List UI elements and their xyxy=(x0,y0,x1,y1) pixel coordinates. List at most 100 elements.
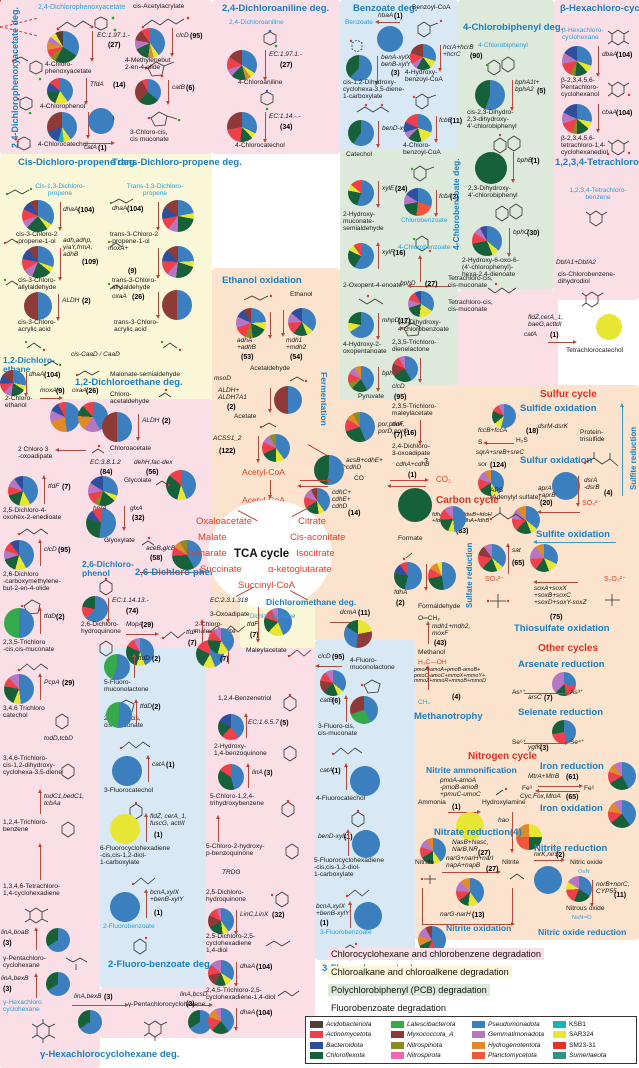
compound-catechol: Catechol xyxy=(346,151,373,158)
pie-chart xyxy=(82,596,108,622)
enzyme-count: (5) xyxy=(280,720,289,727)
compound-tcb-1: 1,2,3,4-Tetrachloro- benzene xyxy=(569,187,627,201)
enzyme-label: ygfK xyxy=(528,744,542,751)
compound-trichlorobenzene: 1,2,4-Trichloro- benzene xyxy=(3,819,48,833)
pie-chart xyxy=(350,696,378,724)
tca-node-succinate: Succinate xyxy=(200,564,242,575)
compound-trichloro-dihydroxy: 3,4,6-Trichloro- cis-1,2-dihydroxy- cycl… xyxy=(3,755,63,776)
legend-swatch xyxy=(310,1051,323,1059)
molecule-chbq xyxy=(285,843,299,860)
molecule-ghch xyxy=(31,1019,56,1043)
legend-taxon-item: Pseudomonadota xyxy=(472,1020,551,1029)
pie-chart xyxy=(126,638,154,666)
molecule-dihydroxy-cyclohexa xyxy=(356,103,390,113)
molecule-sulfate xyxy=(486,594,510,608)
compound-pentachlorocyclohexane: γ-Pentachloro- cyclohexane xyxy=(3,955,46,969)
compound-formate: Formate xyxy=(398,535,423,542)
pie-chart xyxy=(304,488,330,514)
molecule-bhch-3 xyxy=(606,139,631,156)
arrow xyxy=(83,78,89,105)
enzyme-count: (2) xyxy=(396,600,405,607)
enzyme-label: cbaA xyxy=(602,109,617,116)
arrow xyxy=(233,1008,239,1031)
compound-dce-1: 1,2-Dichloro- ethane xyxy=(3,355,55,374)
compound-fluoro-muconolactone: 5-Fluoro- muconolactone xyxy=(104,679,149,693)
legend-taxon-label: Actinomycetota xyxy=(326,1031,372,1039)
legend-pathway-row: Fluorobenzoate degradation xyxy=(328,1002,449,1014)
enzyme-count: (1) xyxy=(154,910,163,917)
arrow xyxy=(37,673,43,700)
enzyme-count: (27) xyxy=(486,866,499,873)
legend-taxon-label: SM23-31 xyxy=(569,1041,596,1049)
enzyme-count: (26) xyxy=(86,388,99,395)
enzyme-label: dhaA xyxy=(240,963,256,970)
enzyme-label: norB+norC, CYP55 xyxy=(596,881,630,895)
compound-selenite: Se⁴⁺ xyxy=(570,739,585,746)
title-dcm: Dichloromethane deg. xyxy=(266,597,357,607)
enzyme-count: (27) xyxy=(425,281,438,288)
molecule-nitrate xyxy=(420,875,436,884)
molecule-tcb-1 xyxy=(585,210,608,227)
enzyme-count: (7) xyxy=(544,695,553,702)
arrow xyxy=(233,962,239,987)
enzyme-count: (6) xyxy=(332,698,341,705)
enzyme-label: catB xyxy=(172,84,186,91)
legend-swatch xyxy=(553,1041,566,1049)
pie-chart xyxy=(420,838,446,864)
molecule-chloromaleylacetate xyxy=(161,631,186,640)
molecule-dchdd xyxy=(265,940,291,947)
title-tcb: 1,2,3,4-Tetrachloro-benzene deg. xyxy=(555,157,639,168)
molecule-transdcp-3 xyxy=(107,282,123,290)
enzyme-count: (95) xyxy=(58,547,71,554)
arrow xyxy=(425,621,431,644)
enzyme-count: (3) xyxy=(3,940,12,947)
compound-methylenebut: 4-Methylenebut 2-en-4-olide xyxy=(125,57,171,71)
enzyme-count: (29) xyxy=(62,680,75,687)
arrow xyxy=(57,248,63,281)
enzyme-label: moxA+ xyxy=(40,387,61,394)
title-fermentation: Fermentation xyxy=(319,372,329,426)
enzyme-label: bcnA,xylX +benB-xylY xyxy=(150,889,184,903)
arrow xyxy=(126,631,159,637)
molecule-cisdcp-1 xyxy=(5,187,33,196)
arrow xyxy=(262,112,268,143)
pie-chart xyxy=(475,80,505,110)
pie-chart xyxy=(78,1010,102,1034)
enzyme-count: (2) xyxy=(152,656,161,663)
pie-chart xyxy=(22,246,54,278)
title-other: Other cycles xyxy=(538,643,599,654)
arrow xyxy=(297,483,328,489)
compound-hydroxy-muconate-semi: 2-Hydroxy- muconate- semialdehyde xyxy=(343,211,384,232)
arrow xyxy=(433,190,439,217)
pie-chart xyxy=(478,470,504,496)
legend-swatch xyxy=(391,1021,404,1029)
enzyme-count: (27) xyxy=(478,850,491,857)
molecule-glycolate xyxy=(155,480,171,487)
enzyme-label: catA xyxy=(524,331,538,338)
enzyme-label: EC:1.14.-.- xyxy=(269,113,301,120)
enzyme-count: (26) xyxy=(132,294,145,301)
molecule-hydroxylamine xyxy=(495,787,508,796)
title-dca: 2,4-Dichloroaniline deg. xyxy=(222,3,330,14)
enzyme-count: (1) xyxy=(394,13,403,20)
title-chlorobiphenyl: 4-Chlorobiphenyl deg. xyxy=(463,22,564,33)
compound-tetrachloro-muconate: Tetrachloro-cis, cis-muconate xyxy=(448,275,493,289)
compound-trichloro-muconate: 2,3,5-Trichloro -cis,cis-muconate xyxy=(3,639,55,653)
enzyme-label: linA xyxy=(252,769,263,776)
tca-node-citrate: Citrate xyxy=(298,516,326,527)
enzyme-count: (34) xyxy=(280,124,293,131)
arrow xyxy=(375,121,381,148)
compound-nitrous-oxide: Nitrous oxide xyxy=(566,905,605,912)
compound-dca-4: 4-Chlorocatechol xyxy=(235,142,285,149)
enzyme-count: (104) xyxy=(616,52,633,59)
enzyme-count: (3) xyxy=(3,986,12,993)
legend-pathway-row: Polychlorobiphenyl (PCB) degradation xyxy=(328,984,490,996)
enzyme-label: MtrA+MtrB xyxy=(528,773,560,780)
pie-chart xyxy=(236,308,266,338)
enzyme-label: mdh1+mdh2, moxF xyxy=(432,623,471,637)
enzyme-count: (104) xyxy=(256,1010,273,1017)
compound-fluorocatechol3: 3-Fluorocatechol xyxy=(104,787,154,794)
title-arsenate: Arsenate reduction xyxy=(518,659,605,670)
tca-node-fumarate: Fumarate xyxy=(186,548,227,559)
pie-chart xyxy=(22,200,54,232)
